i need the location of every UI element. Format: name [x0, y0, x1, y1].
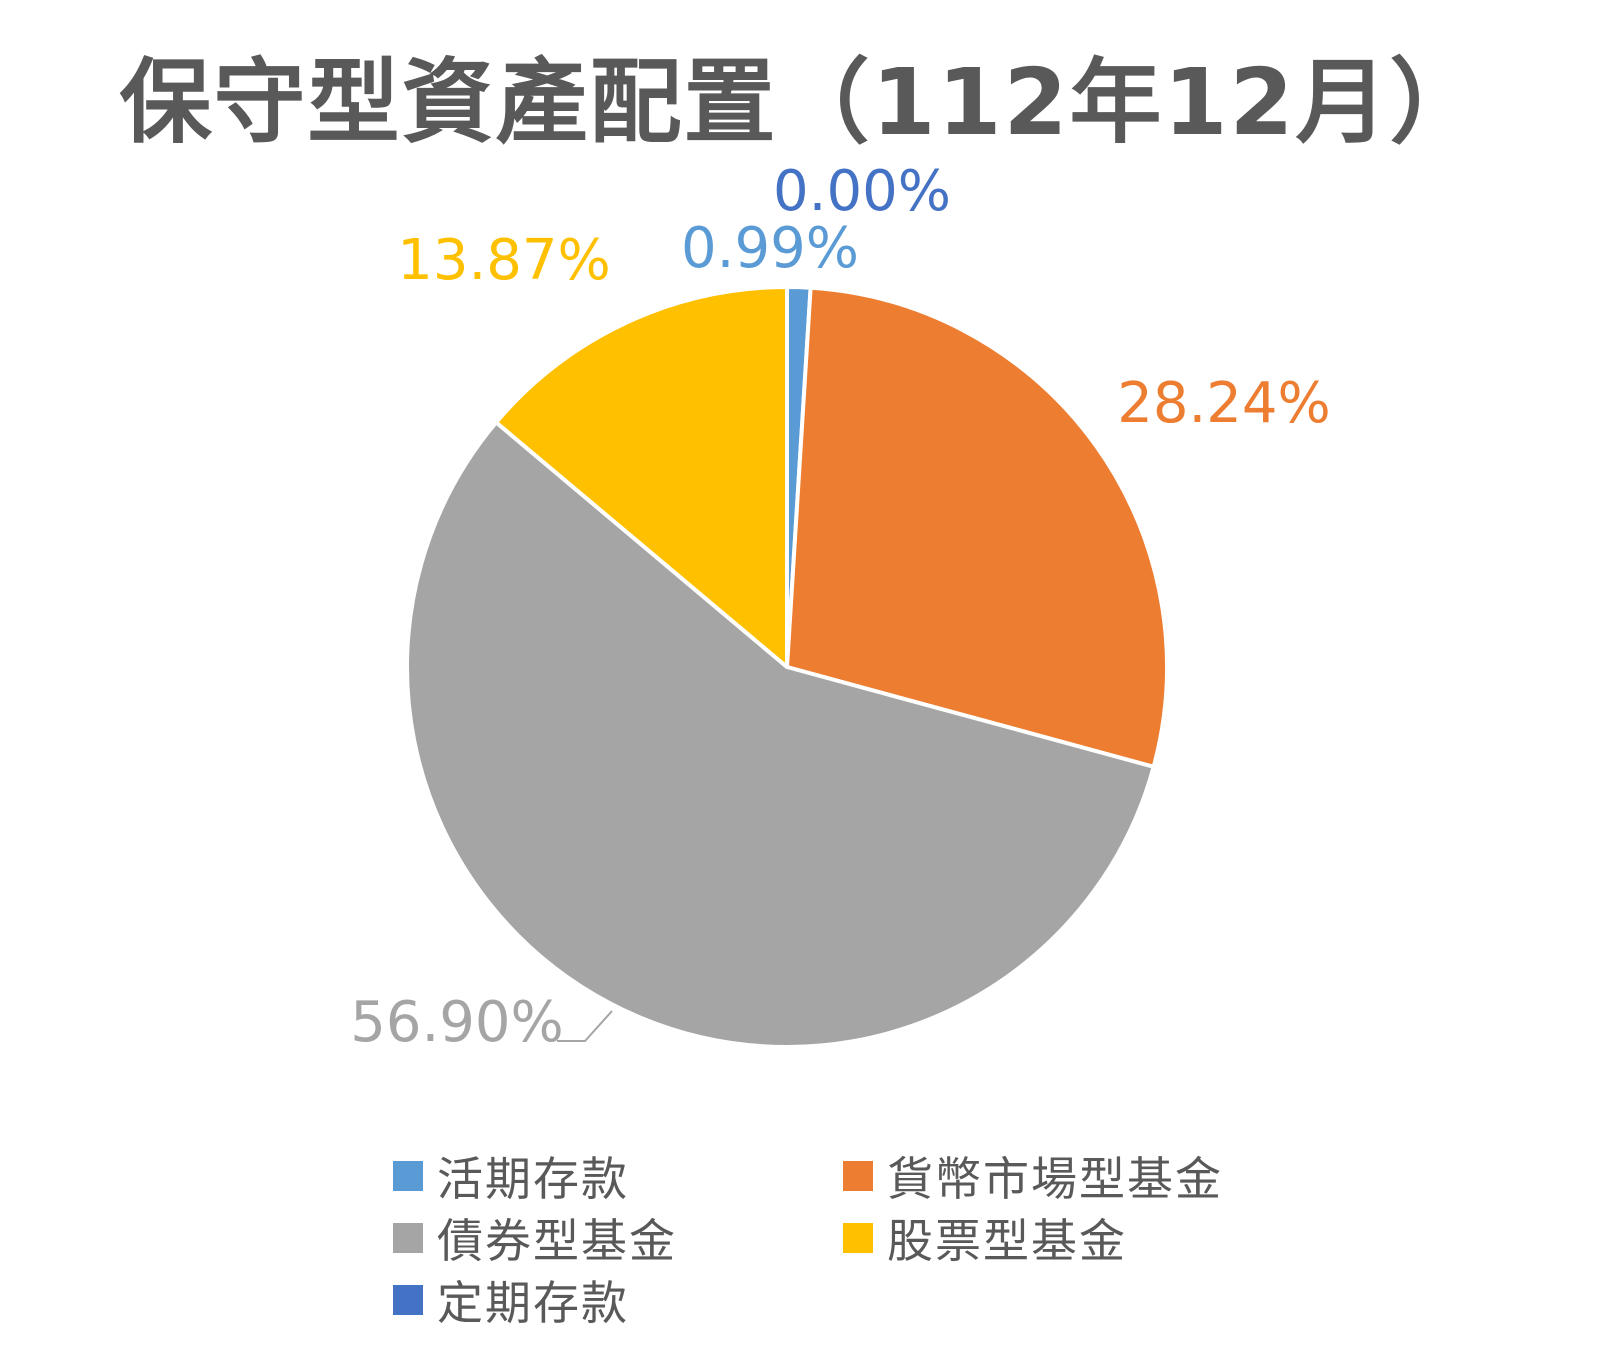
legend-swatch [393, 1285, 423, 1315]
legend-label: 股票型基金 [887, 1214, 1127, 1268]
legend-label: 貨幣市場型基金 [887, 1152, 1223, 1206]
legend-label: 活期存款 [437, 1152, 629, 1206]
chart-title: 保守型資產配置（112年12月） [119, 49, 1484, 156]
legend-swatch [393, 1223, 423, 1253]
data-label-貨幣市場型基金: 28.24% [1117, 371, 1331, 436]
legend-item-定期存款: 定期存款 [393, 1272, 843, 1330]
data-label-債券型基金: 56.90% [350, 990, 564, 1055]
data-label-活期存款: 0.99% [681, 216, 859, 281]
data-label-股票型基金: 13.87% [397, 228, 611, 293]
data-label-定期存款: 0.00% [773, 159, 951, 224]
pie-slice-貨幣市場型基金 [785, 285, 1169, 769]
legend-item-股票型基金: 股票型基金 [843, 1210, 1293, 1268]
data-labels: 0.99% 28.24% 56.90% 13.87% 0.00% [350, 159, 1331, 1055]
legend-label: 債券型基金 [437, 1214, 677, 1268]
legend-swatch [843, 1161, 873, 1191]
leader-line-債券型基金 [557, 1010, 613, 1042]
legend-swatch [843, 1223, 873, 1253]
legend-item-債券型基金: 債券型基金 [393, 1210, 843, 1268]
legend-swatch [393, 1161, 423, 1191]
pie-slices [405, 284, 1169, 1049]
legend-item-貨幣市場型基金: 貨幣市場型基金 [843, 1148, 1293, 1206]
pie-slice-股票型基金 [494, 285, 789, 669]
pie-slice-債券型基金 [405, 420, 1156, 1049]
chart-legend: 活期存款 貨幣市場型基金債券型基金 股票型基金定期存款 [393, 1148, 1293, 1330]
legend-item-活期存款: 活期存款 [393, 1148, 843, 1206]
legend-label: 定期存款 [437, 1276, 629, 1330]
